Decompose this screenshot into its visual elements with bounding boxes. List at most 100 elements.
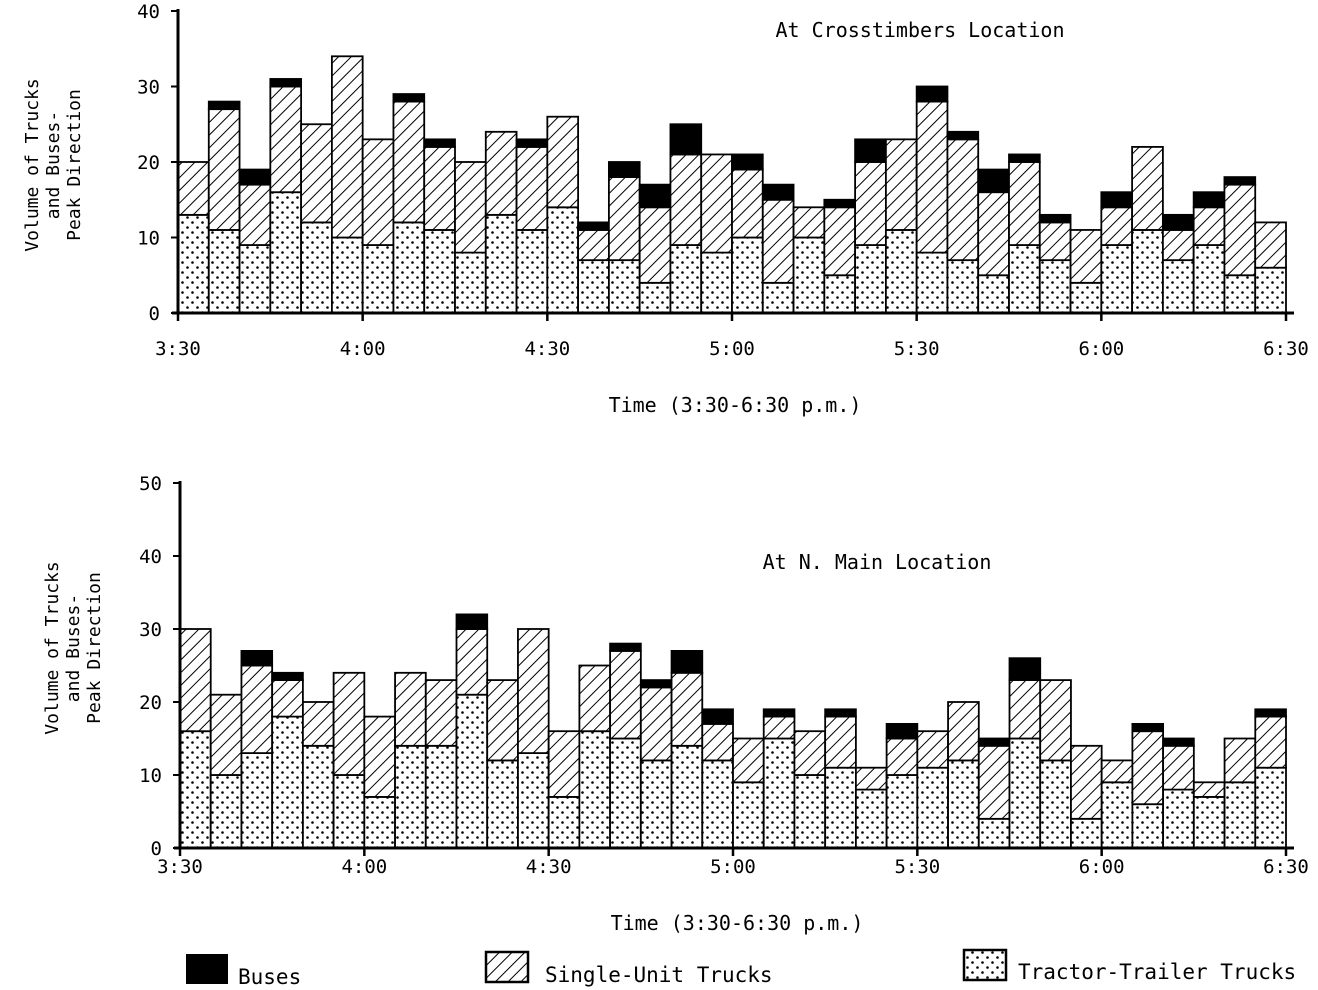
bar-buses (271, 671, 304, 681)
bar-buses (1008, 153, 1041, 163)
legend-item-tractor-trailer: Tractor-Trailer Trucks (962, 948, 1296, 984)
bar-single-unit-trucks (209, 693, 243, 776)
bar-single-unit-trucks (884, 138, 918, 231)
x-tick-label: 5:00 (709, 338, 755, 360)
bar-tractor-trailer-trucks (884, 229, 918, 314)
bar-tractor-trailer-trucks (977, 274, 1010, 314)
bar-single-unit-trucks (1070, 744, 1103, 820)
bar-tractor-trailer-trucks (946, 259, 980, 314)
bar-single-unit-trucks (577, 229, 610, 262)
bar-buses (823, 198, 857, 209)
bar-single-unit-trucks (916, 730, 949, 769)
bar-single-unit-trucks (207, 108, 241, 231)
bar-tractor-trailer-trucks (300, 221, 333, 314)
bar-tractor-trailer-trucks (885, 774, 919, 849)
bar-buses (1038, 213, 1072, 224)
n-main-y-axis-label: Volume of Trucks and Buses- Peak Directi… (42, 561, 105, 734)
x-tick-label: 6:00 (1079, 856, 1125, 878)
bar-tractor-trailer-trucks (638, 281, 672, 314)
bar-buses (701, 708, 734, 725)
bar-single-unit-trucks (885, 737, 919, 776)
bar-single-unit-trucks (946, 138, 980, 262)
bar-tractor-trailer-trucks (1100, 781, 1134, 849)
bar-tractor-trailer-trucks (793, 774, 827, 849)
buses-swatch (186, 954, 228, 984)
bar-buses (761, 183, 795, 201)
crosstimbers-y-axis-label: Volume of Trucks and Buses- Peak Directi… (22, 78, 85, 251)
bar-single-unit-trucks (609, 650, 642, 740)
crosstimbers-plot-area: 0 10 20 30 40 3:30 4:00 4:30 5:00 5:30 6:00 6:30 (137, 1, 1309, 360)
n-main-plot-area: 0 10 20 30 40 50 3:30 4:00 4:30 5:00 5:30 6:00 6:30 (139, 473, 1309, 878)
bar-buses (1008, 657, 1042, 682)
bar-single-unit-trucks (361, 138, 395, 246)
legend-item-buses: Buses (186, 954, 301, 989)
x-tick-label: 6:30 (1263, 338, 1309, 360)
bar-single-unit-trucks (669, 153, 703, 246)
crosstimbers-chart-title: At Crosstimbers Location (776, 18, 1065, 42)
bar-single-unit-trucks (424, 679, 458, 747)
y-tick-label: 30 (139, 619, 162, 641)
bar-tractor-trailer-trucks (915, 251, 949, 314)
bar-tractor-trailer-trucks (271, 715, 304, 849)
bar-tractor-trailer-trucks (207, 229, 241, 314)
n-main-x-axis-label: Time (3:30-6:30 p.m.) (611, 911, 864, 935)
bar-tractor-trailer-trucks (1223, 274, 1257, 314)
bar-tractor-trailer-trucks (1039, 759, 1072, 849)
bar-tractor-trailer-trucks (669, 244, 703, 314)
bar-buses (207, 100, 241, 111)
y-tick-label: 20 (137, 152, 160, 174)
tractor-trailer-swatch (962, 948, 1008, 982)
bar-single-unit-trucks (332, 671, 366, 776)
bar-single-unit-trucks (1223, 183, 1257, 277)
bar-buses (946, 130, 980, 141)
bar-buses (915, 85, 949, 103)
bar-single-unit-trucks (394, 671, 427, 747)
bar-single-unit-trucks (1100, 206, 1134, 246)
bar-tractor-trailer-trucks (484, 213, 518, 314)
bar-single-unit-trucks (761, 198, 795, 284)
bar-tractor-trailer-trucks (670, 744, 704, 849)
bar-buses (1131, 723, 1165, 733)
bar-buses (1192, 191, 1226, 209)
bar-tractor-trailer-trucks (577, 259, 610, 314)
bar-buses (609, 642, 642, 652)
bar-single-unit-trucks (1131, 730, 1165, 806)
bar-buses (577, 221, 610, 231)
bar-single-unit-trucks (1162, 744, 1195, 791)
x-tick-label: 6:30 (1263, 856, 1309, 878)
bar-tractor-trailer-trucks (177, 213, 210, 314)
bar-buses (1254, 708, 1287, 718)
bar-buses (885, 723, 919, 740)
bar-tractor-trailer-trucks (547, 796, 581, 849)
bar-single-unit-trucks (1192, 781, 1226, 798)
bar-buses (731, 153, 764, 171)
bar-single-unit-trucks (854, 766, 888, 791)
bar-tractor-trailer-trucks (1162, 788, 1195, 849)
y-label-line-2: and Buses- (63, 594, 84, 702)
bar-tractor-trailer-trucks (1070, 817, 1103, 849)
bar-tractor-trailer-trucks (240, 752, 274, 849)
bar-single-unit-trucks (762, 715, 796, 740)
bar-single-unit-trucks (177, 161, 210, 216)
bar-single-unit-trucks (1254, 221, 1287, 269)
y-tick-label: 10 (137, 228, 160, 250)
bar-single-unit-trucks (269, 85, 303, 194)
bar-single-unit-trucks (1223, 737, 1257, 784)
bar-buses (977, 168, 1010, 194)
crosstimbers-chart: 0 10 20 30 40 3:30 4:00 4:30 5:00 5:30 6:00 6:30 At… (22, 1, 1309, 417)
bar-single-unit-trucks (578, 664, 612, 733)
bar-single-unit-trucks (1069, 229, 1103, 284)
bar-tractor-trailer-trucks (700, 251, 733, 314)
bar-single-unit-trucks (238, 183, 272, 246)
bar-tractor-trailer-trucks (823, 274, 857, 314)
legend: Buses Single-Unit Trucks Tractor-Trailer… (186, 948, 1296, 989)
bar-single-unit-trucks (300, 123, 333, 224)
bar-tractor-trailer-trucks (1161, 259, 1195, 314)
bar-tractor-trailer-trucks (238, 244, 272, 314)
bar-tractor-trailer-trucks (1254, 766, 1287, 849)
x-tick-label: 3:30 (157, 856, 203, 878)
bar-single-unit-trucks (700, 153, 733, 254)
bar-tractor-trailer-trucks (824, 766, 857, 849)
x-tick-label: 4:00 (340, 338, 386, 360)
bar-tractor-trailer-trucks (1100, 244, 1134, 314)
